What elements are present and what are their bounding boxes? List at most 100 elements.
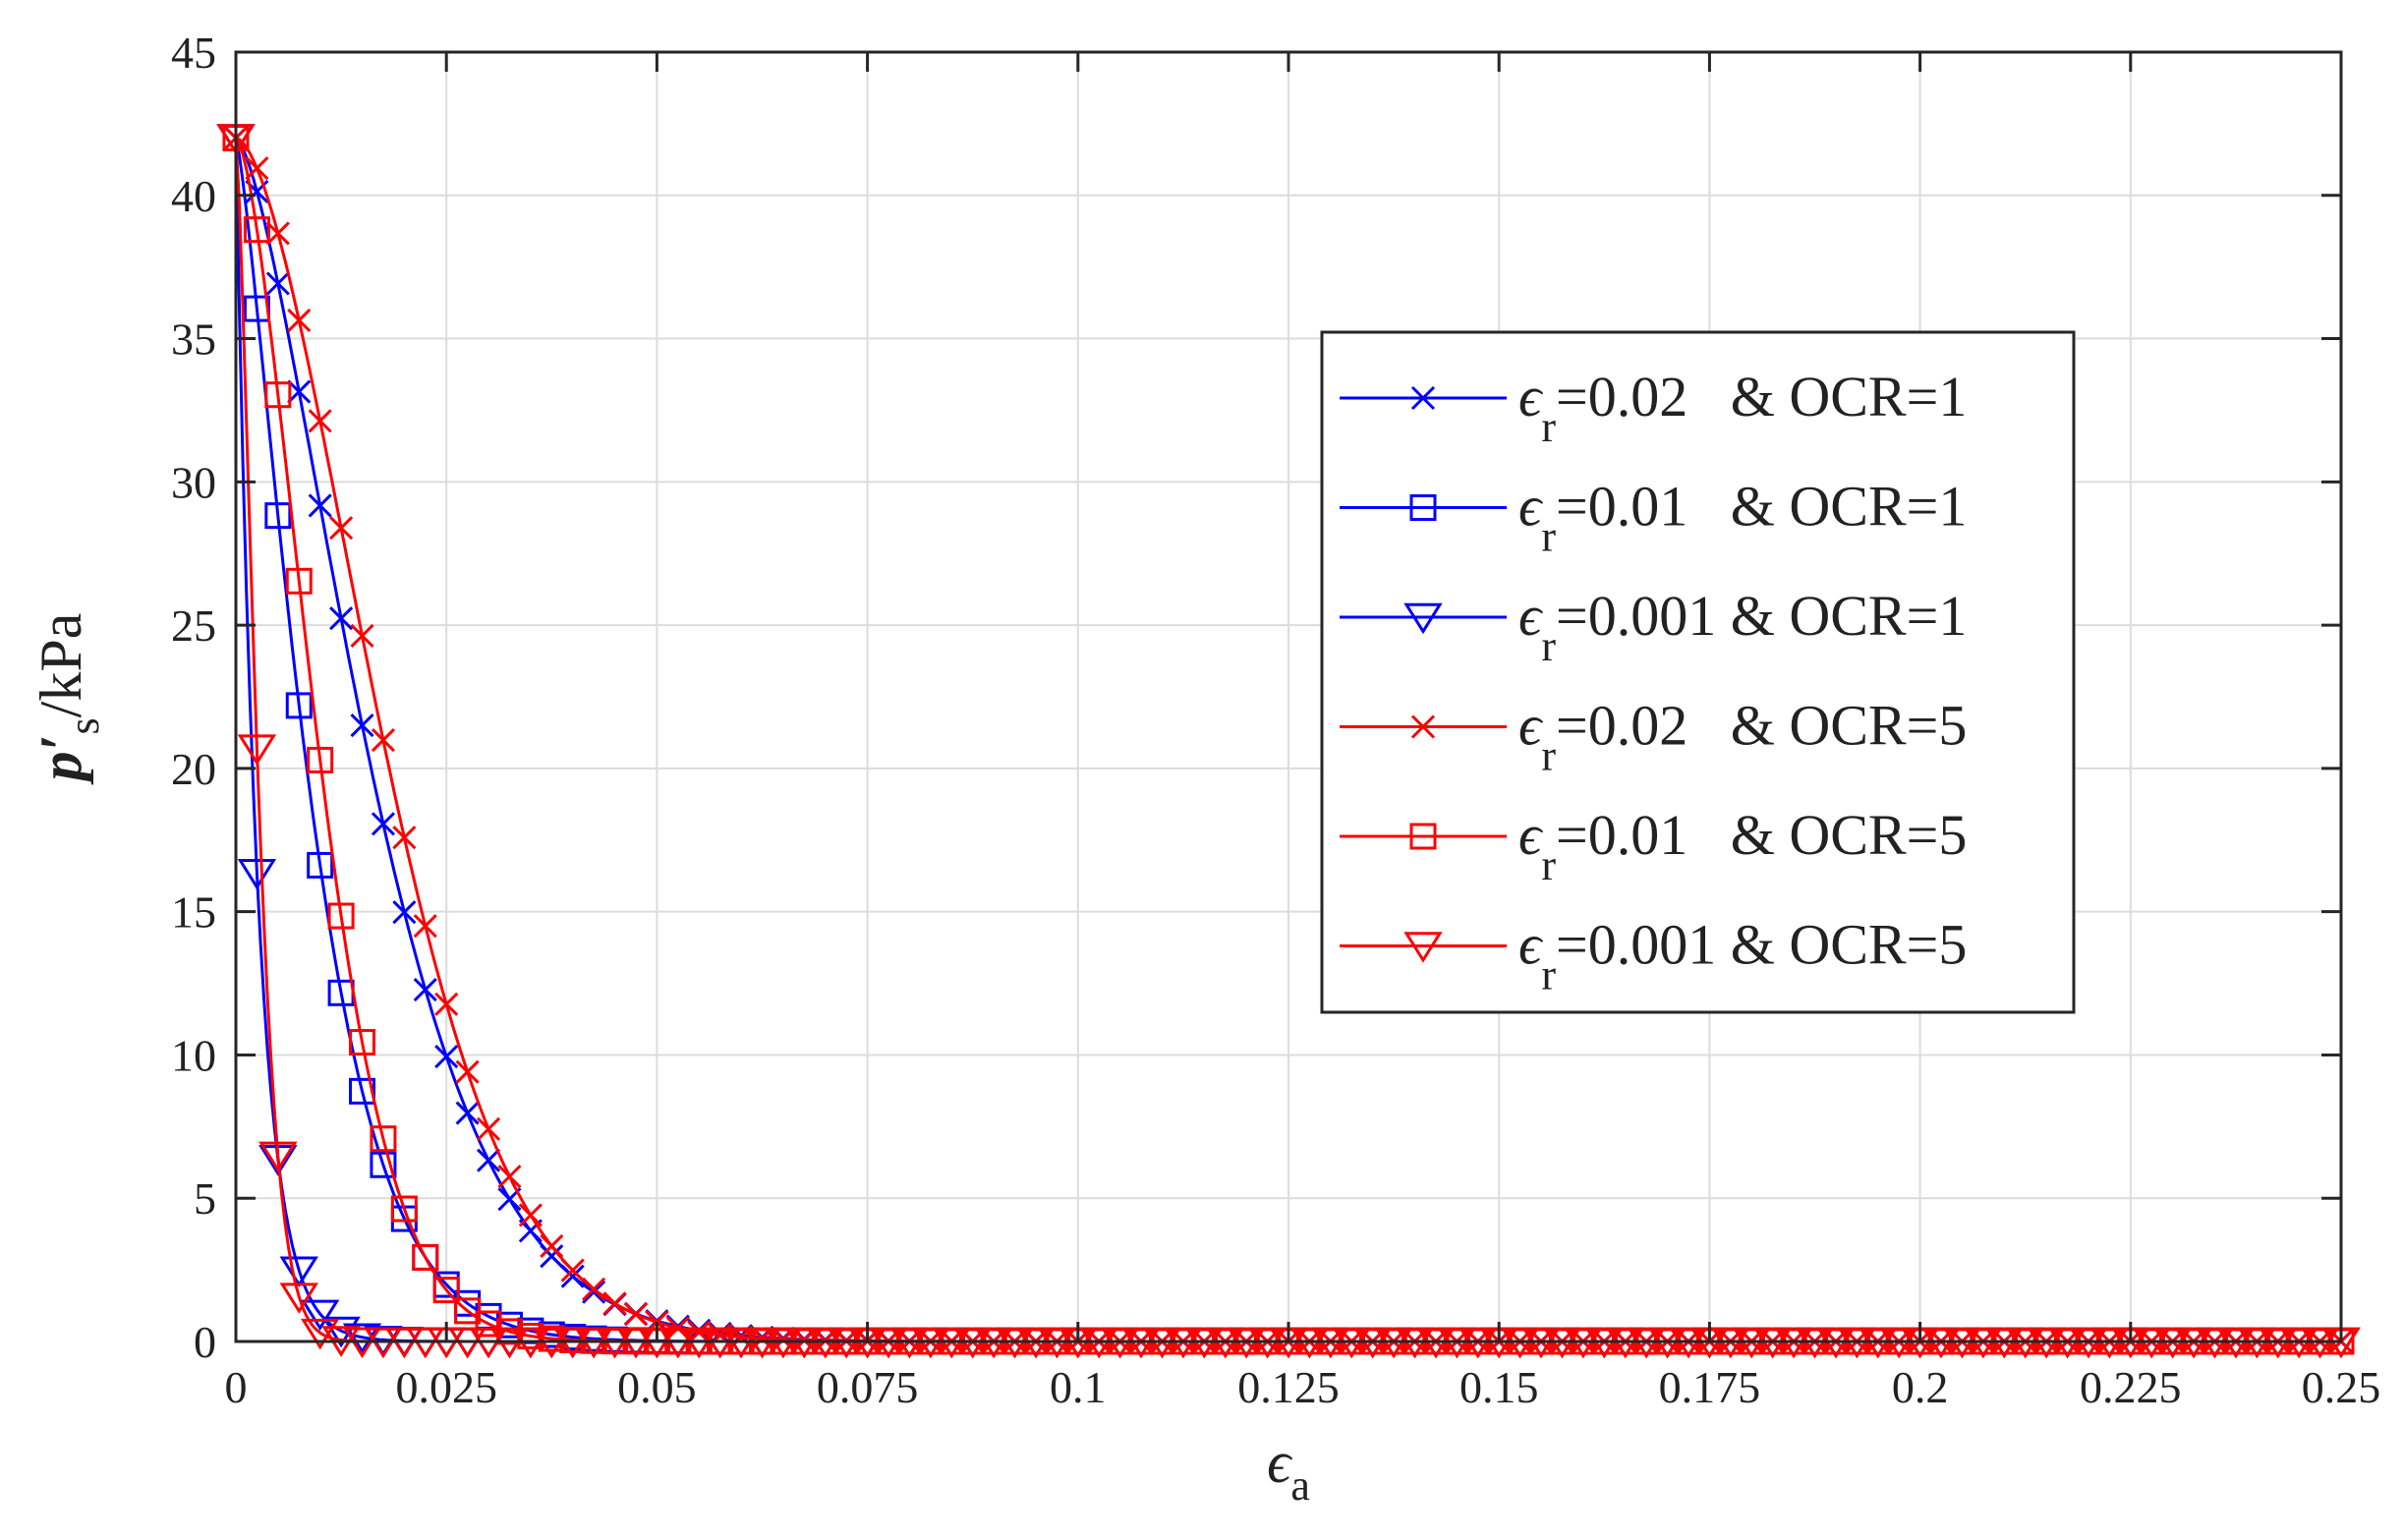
data-point — [560, 1264, 585, 1288]
legend-label-main: ϵ — [1518, 365, 1544, 428]
legend-label-sub: r — [1541, 841, 1556, 889]
legend-label-sub: r — [1541, 732, 1556, 780]
legend-marker — [1409, 494, 1437, 521]
data-point — [434, 1044, 459, 1069]
legend-label-sub: r — [1541, 622, 1556, 670]
legend-label-rest: =0.02 & OCR=1 — [1556, 365, 1967, 428]
data-point — [349, 1029, 376, 1056]
data-point — [287, 308, 312, 333]
data-point — [237, 734, 277, 766]
data-point — [392, 900, 417, 925]
legend-marker — [1409, 823, 1437, 850]
legend-label-rest: =0.001 & OCR=5 — [1556, 913, 1967, 977]
legend-label: ϵr=0.01 & OCR=5 — [1518, 803, 1967, 889]
legend-item: ϵr=0.02 & OCR=5 — [1340, 694, 1967, 780]
legend-item: ϵr=0.02 & OCR=1 — [1340, 365, 1967, 451]
data-point — [432, 1277, 460, 1304]
data-point — [390, 1195, 418, 1223]
legend-box — [1320, 330, 2076, 1014]
data-point — [237, 859, 277, 890]
legend-marker — [1403, 602, 1443, 635]
legend-label-sub: r — [1541, 513, 1556, 561]
data-point — [349, 1077, 376, 1105]
x-tick-label: 0.075 — [817, 1362, 919, 1412]
x-tick-label: 0.125 — [1237, 1362, 1340, 1412]
data-point — [412, 1244, 439, 1272]
data-point — [623, 1302, 649, 1327]
data-point — [329, 516, 354, 541]
data-point — [475, 1310, 502, 1338]
x-axis-label-main: ϵ — [1267, 1430, 1293, 1495]
x-tick-label: 0.25 — [2302, 1362, 2381, 1412]
data-point — [350, 713, 374, 738]
x-tick-label: 0.2 — [1892, 1362, 1949, 1412]
data-point — [350, 623, 374, 649]
y-axis-label-sub: s — [60, 717, 108, 734]
legend-label: ϵr=0.02 & OCR=5 — [1518, 694, 1967, 780]
y-axis-label-unit: /kPa — [29, 613, 93, 718]
legend-label-main: ϵ — [1518, 584, 1544, 648]
x-axis-label: ϵa — [1267, 1430, 1310, 1510]
data-point — [476, 1148, 501, 1172]
data-point — [264, 502, 292, 530]
legend-label-rest: =0.001 & OCR=1 — [1556, 584, 1967, 648]
legend-item: ϵr=0.001 & OCR=1 — [1340, 584, 1967, 670]
x-tick-label: 0.05 — [617, 1362, 697, 1412]
legend-label: ϵr=0.02 & OCR=1 — [1518, 365, 1967, 451]
y-axis-label: p′s/kPa — [29, 613, 108, 786]
data-point — [279, 1283, 318, 1314]
data-point — [265, 221, 290, 246]
legend-label-main: ϵ — [1518, 803, 1544, 867]
data-point — [455, 1101, 480, 1125]
data-point — [413, 978, 437, 1002]
x-tick-label: 0.175 — [1659, 1362, 1761, 1412]
data-point — [279, 1256, 318, 1288]
x-tick-label: 0.225 — [2080, 1362, 2182, 1412]
data-point — [602, 1291, 627, 1316]
y-tick-label: 30 — [171, 457, 216, 507]
x-axis-label-sub: a — [1290, 1461, 1310, 1510]
legend-item: ϵr=0.01 & OCR=1 — [1340, 475, 1967, 561]
data-point — [342, 1323, 382, 1355]
legend-item: ϵr=0.01 & OCR=5 — [1340, 803, 1967, 889]
y-axis-label-main: p′ — [29, 734, 93, 785]
data-point — [434, 992, 459, 1016]
data-point — [308, 409, 332, 433]
data-point — [540, 1233, 564, 1258]
legend-marker — [1410, 714, 1436, 739]
x-tick-label: 0.15 — [1459, 1362, 1539, 1412]
x-tick-label: 0 — [225, 1362, 248, 1412]
data-point — [540, 1244, 564, 1269]
data-point — [285, 567, 313, 595]
data-point — [560, 1258, 585, 1283]
legend-marker — [1403, 932, 1443, 963]
y-tick-label: 15 — [171, 887, 216, 938]
legend-label: ϵr=0.01 & OCR=1 — [1518, 475, 1967, 561]
data-point — [245, 156, 269, 181]
data-point — [264, 381, 292, 409]
data-point — [308, 493, 332, 518]
axis-labels: ϵa p′s/kPa — [29, 613, 1310, 1510]
legend: ϵr=0.02 & OCR=1ϵr=0.01 & OCR=1ϵr=0.001 &… — [1320, 330, 2076, 1014]
data-point — [300, 1299, 340, 1332]
legend-label-main: ϵ — [1518, 913, 1544, 977]
data-point — [371, 728, 396, 753]
data-point — [582, 1277, 606, 1301]
data-point — [371, 812, 396, 836]
y-tick-label: 40 — [171, 171, 216, 221]
legend-label-main: ϵ — [1518, 694, 1544, 758]
data-point — [687, 1320, 712, 1344]
data-point — [329, 606, 354, 631]
legend-label-rest: =0.02 & OCR=5 — [1556, 694, 1967, 758]
grid — [236, 52, 2341, 1341]
data-point — [370, 1125, 397, 1153]
data-point — [497, 1165, 522, 1189]
data-point — [265, 271, 290, 296]
y-tick-label: 45 — [171, 28, 216, 78]
y-tick-label: 20 — [171, 744, 216, 794]
y-tick-label: 35 — [171, 314, 216, 365]
data-point — [392, 826, 417, 850]
y-tick-label: 5 — [194, 1173, 216, 1224]
